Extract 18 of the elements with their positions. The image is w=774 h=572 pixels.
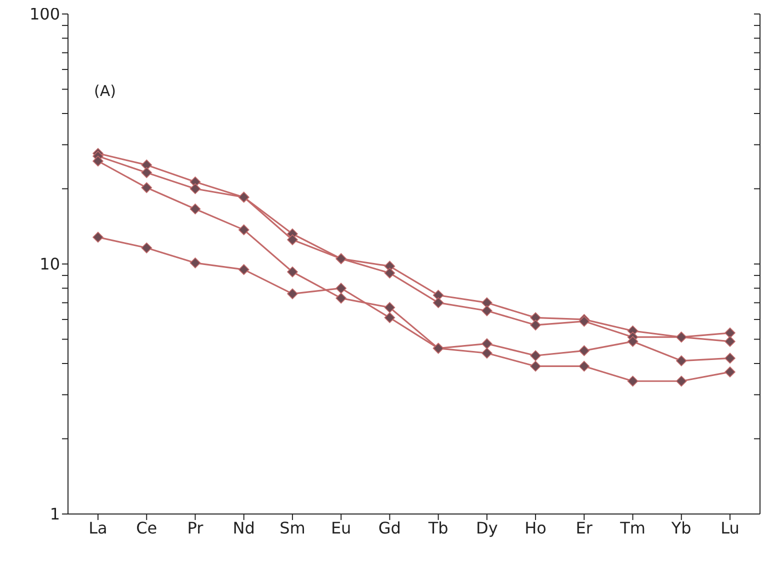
x-tick-label: Dy: [476, 518, 498, 538]
x-tick-label: Tm: [619, 518, 646, 538]
y-tick-label: 100: [29, 4, 60, 24]
x-tick-label: Ho: [524, 518, 546, 538]
x-tick-label: Ce: [136, 518, 158, 538]
x-tick-label: Lu: [720, 518, 740, 538]
x-tick-label: Er: [576, 518, 593, 538]
x-tick-label: La: [88, 518, 108, 538]
x-tick-label: Gd: [378, 518, 401, 538]
x-tick-label: Tb: [427, 518, 448, 538]
x-tick-label: Eu: [330, 518, 352, 538]
annotation: (A): [94, 82, 116, 100]
y-tick-label: 1: [50, 504, 60, 524]
y-tick-label: 10: [40, 254, 60, 274]
x-tick-label: Yb: [670, 518, 692, 538]
x-tick-label: Pr: [187, 518, 204, 538]
x-tick-label: Sm: [280, 518, 306, 538]
x-tick-label: Nd: [232, 518, 255, 538]
